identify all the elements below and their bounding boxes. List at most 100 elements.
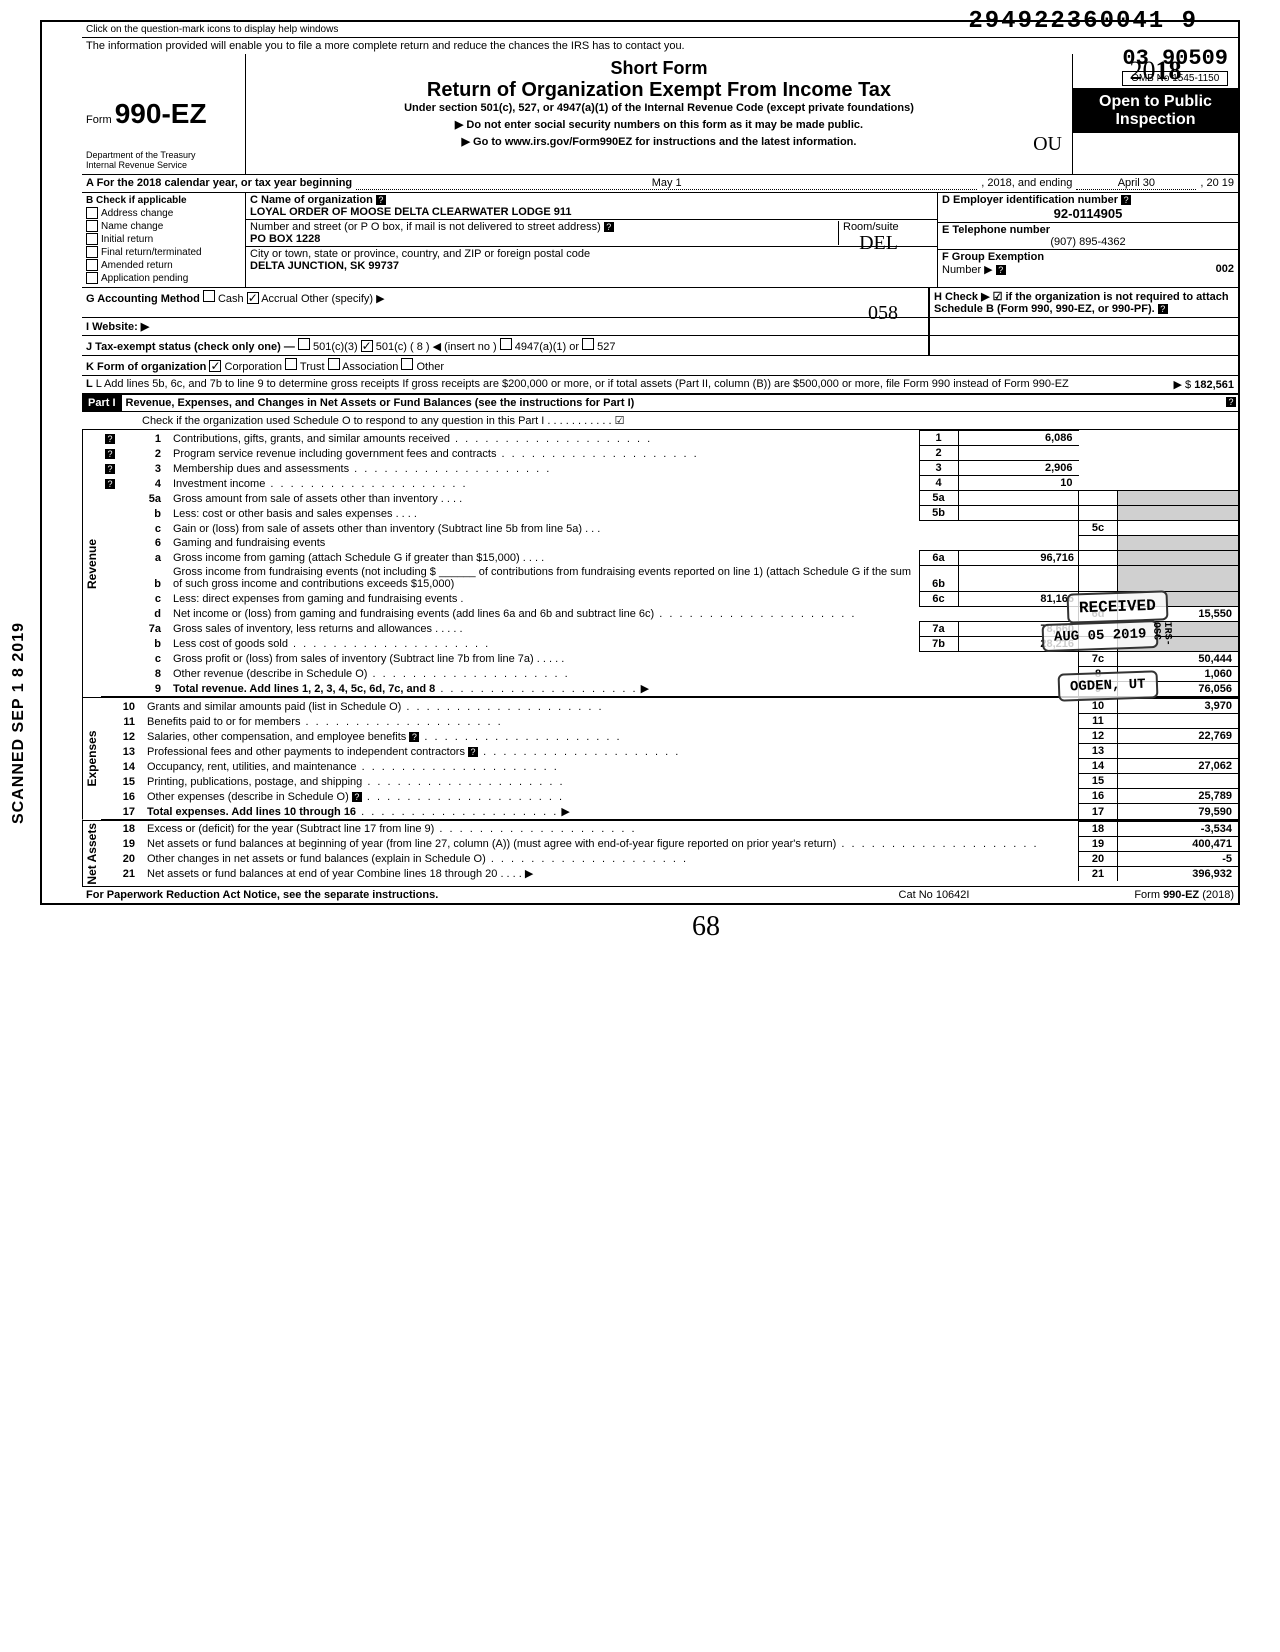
g-other-label: Other (specify) ▶: [301, 293, 385, 305]
help-icon[interactable]: ?: [1226, 397, 1236, 407]
org-name: LOYAL ORDER OF MOOSE DELTA CLEARWATER LO…: [250, 206, 571, 218]
omb-number: OMB No 1545-1150: [1122, 71, 1228, 86]
revenue-section: Revenue ?1Contributions, gifts, grants, …: [82, 430, 1238, 698]
f-number: 002: [1216, 263, 1234, 275]
revenue-vert-label: Revenue: [82, 430, 101, 697]
scanned-stamp: SCANNED SEP 1 8 2019: [10, 622, 28, 824]
handwritten-ou: OU: [1033, 133, 1062, 156]
l-text: L Add lines 5b, 6c, and 7b to line 9 to …: [96, 378, 1069, 390]
cb-initial-return[interactable]: Initial return: [86, 233, 241, 245]
b-label: B Check if applicable: [86, 195, 241, 206]
netassets-section: Net Assets 18Excess or (deficit) for the…: [82, 821, 1238, 888]
part-1-check: Check if the organization used Schedule …: [82, 412, 1238, 430]
ty-end-year: , 20 19: [1200, 177, 1234, 189]
cb-name-change[interactable]: Name change: [86, 220, 241, 232]
title-subtitle: Under section 501(c), 527, or 4947(a)(1)…: [254, 102, 1064, 114]
title-note-url: ▶ Go to www.irs.gov/Form990EZ for instru…: [254, 135, 1064, 148]
help-icon[interactable]: ?: [996, 265, 1006, 275]
c-label: C Name of organization: [250, 194, 373, 206]
expenses-section: Expenses 10Grants and similar amounts pa…: [82, 698, 1238, 821]
help-icon[interactable]: ?: [352, 792, 362, 802]
cb-address-change[interactable]: Address change: [86, 207, 241, 219]
help-icon[interactable]: ?: [409, 732, 419, 742]
expenses-vert-label: Expenses: [82, 698, 101, 820]
f-number-label: Number ▶: [942, 264, 993, 276]
help-icon[interactable]: ?: [105, 479, 115, 489]
k-label: K Form of organization: [86, 361, 206, 373]
cb-corporation[interactable]: [209, 360, 221, 372]
top-right-box: 03 90509 OMB No 1545-1150: [1122, 46, 1228, 86]
cb-final-return[interactable]: Final return/terminated: [86, 246, 241, 258]
cb-trust[interactable]: [285, 358, 297, 370]
open-line2: Inspection: [1077, 111, 1234, 129]
received-stamp: RECEIVED: [1067, 590, 1169, 624]
open-to-public: Open to Public Inspection: [1073, 89, 1238, 133]
cb-application-pending[interactable]: Application pending: [86, 272, 241, 284]
city-label: City or town, state or province, country…: [250, 248, 590, 260]
expenses-table: 10Grants and similar amounts paid (list …: [101, 698, 1238, 820]
revenue-table: ?1Contributions, gifts, grants, and simi…: [101, 430, 1238, 697]
part-1-title: Revenue, Expenses, and Changes in Net As…: [122, 395, 1224, 411]
form-header: Form 990-EZ Department of the Treasury I…: [82, 54, 1238, 175]
form-prefix: Form: [86, 114, 112, 126]
cb-cash[interactable]: [203, 290, 215, 302]
i-label: I Website: ▶: [86, 321, 149, 333]
address-row: Number and street (or P O box, if mail i…: [246, 220, 937, 247]
footer-right: Form 990-EZ (2018): [1034, 889, 1234, 901]
city-row: City or town, state or province, country…: [246, 247, 937, 273]
handwritten-68: 68: [692, 911, 720, 943]
dln: 294922360041 9: [968, 8, 1198, 35]
footer-left: For Paperwork Reduction Act Notice, see …: [86, 889, 834, 901]
ogden-stamp: OGDEN, UT: [1058, 670, 1159, 701]
ty-end: April 30: [1076, 177, 1196, 190]
right-id-block: D Employer identification number ? 92-01…: [937, 193, 1238, 287]
cb-501c3[interactable]: [298, 338, 310, 350]
line-j-tax-exempt: J Tax-exempt status (check only one) — 5…: [82, 336, 1238, 356]
ein: 92-0114905: [942, 206, 1234, 221]
line-a-label: A For the 2018 calendar year, or tax yea…: [86, 177, 352, 189]
cb-accrual[interactable]: [247, 292, 259, 304]
help-icon[interactable]: ?: [105, 434, 115, 444]
h-label: H Check ▶ ☑ if the organization is not r…: [934, 291, 1229, 315]
j-label: J Tax-exempt status (check only one) —: [86, 341, 295, 353]
phone: (907) 895-4362: [942, 236, 1234, 248]
l-amount: 182,561: [1194, 379, 1234, 391]
ty-mid: , 2018, and ending: [981, 177, 1072, 189]
received-date-stamp: AUG 05 2019 IRS-OSC: [1041, 620, 1158, 652]
form-number-cell: Form 990-EZ Department of the Treasury I…: [82, 54, 246, 174]
g-label: G Accounting Method: [86, 293, 200, 305]
city-state-zip: DELTA JUNCTION, SK 99737: [250, 260, 399, 272]
d-label: D Employer identification number: [942, 194, 1118, 206]
help-icon[interactable]: ?: [604, 222, 614, 232]
line-l: L L Add lines 5b, 6c, and 7b to line 9 t…: [82, 376, 1238, 394]
ty-begin: May 1: [356, 177, 977, 190]
help-icon[interactable]: ?: [468, 747, 478, 757]
help-icon[interactable]: ?: [105, 464, 115, 474]
cb-527[interactable]: [582, 338, 594, 350]
cb-association[interactable]: [328, 358, 340, 370]
cb-amended-return[interactable]: Amended return: [86, 259, 241, 271]
irs-osc: IRS-OSC: [1150, 621, 1173, 646]
line-g-h: G Accounting Method Cash Accrual Other (…: [82, 288, 1238, 318]
help-icon[interactable]: ?: [376, 195, 386, 205]
line-i-website: I Website: ▶: [82, 318, 1238, 336]
e-label: E Telephone number: [942, 224, 1050, 236]
handwritten-del: DEL: [859, 232, 898, 255]
cb-4947[interactable]: [500, 338, 512, 350]
cb-other[interactable]: [401, 358, 413, 370]
title-cell: Short Form Return of Organization Exempt…: [246, 54, 1073, 174]
f-label: F Group Exemption: [942, 251, 1044, 263]
help-icon[interactable]: ?: [1121, 195, 1131, 205]
cb-501c[interactable]: [361, 340, 373, 352]
dept-treasury: Department of the Treasury: [86, 150, 241, 160]
part-1-header: Part I Revenue, Expenses, and Changes in…: [82, 394, 1238, 412]
netassets-vert-label: Net Assets: [82, 821, 101, 887]
addr-label: Number and street (or P O box, if mail i…: [250, 221, 601, 233]
handwritten-058: 058: [868, 302, 898, 325]
help-icon[interactable]: ?: [1158, 304, 1168, 314]
title-note-ssn: ▶ Do not enter social security numbers o…: [254, 118, 1064, 131]
name-address-block: C Name of organization ? LOYAL ORDER OF …: [246, 193, 937, 287]
title-short-form: Short Form: [254, 58, 1064, 79]
form-990ez-page: 294922360041 9 SCANNED SEP 1 8 2019 Clic…: [40, 20, 1240, 905]
help-icon[interactable]: ?: [105, 449, 115, 459]
